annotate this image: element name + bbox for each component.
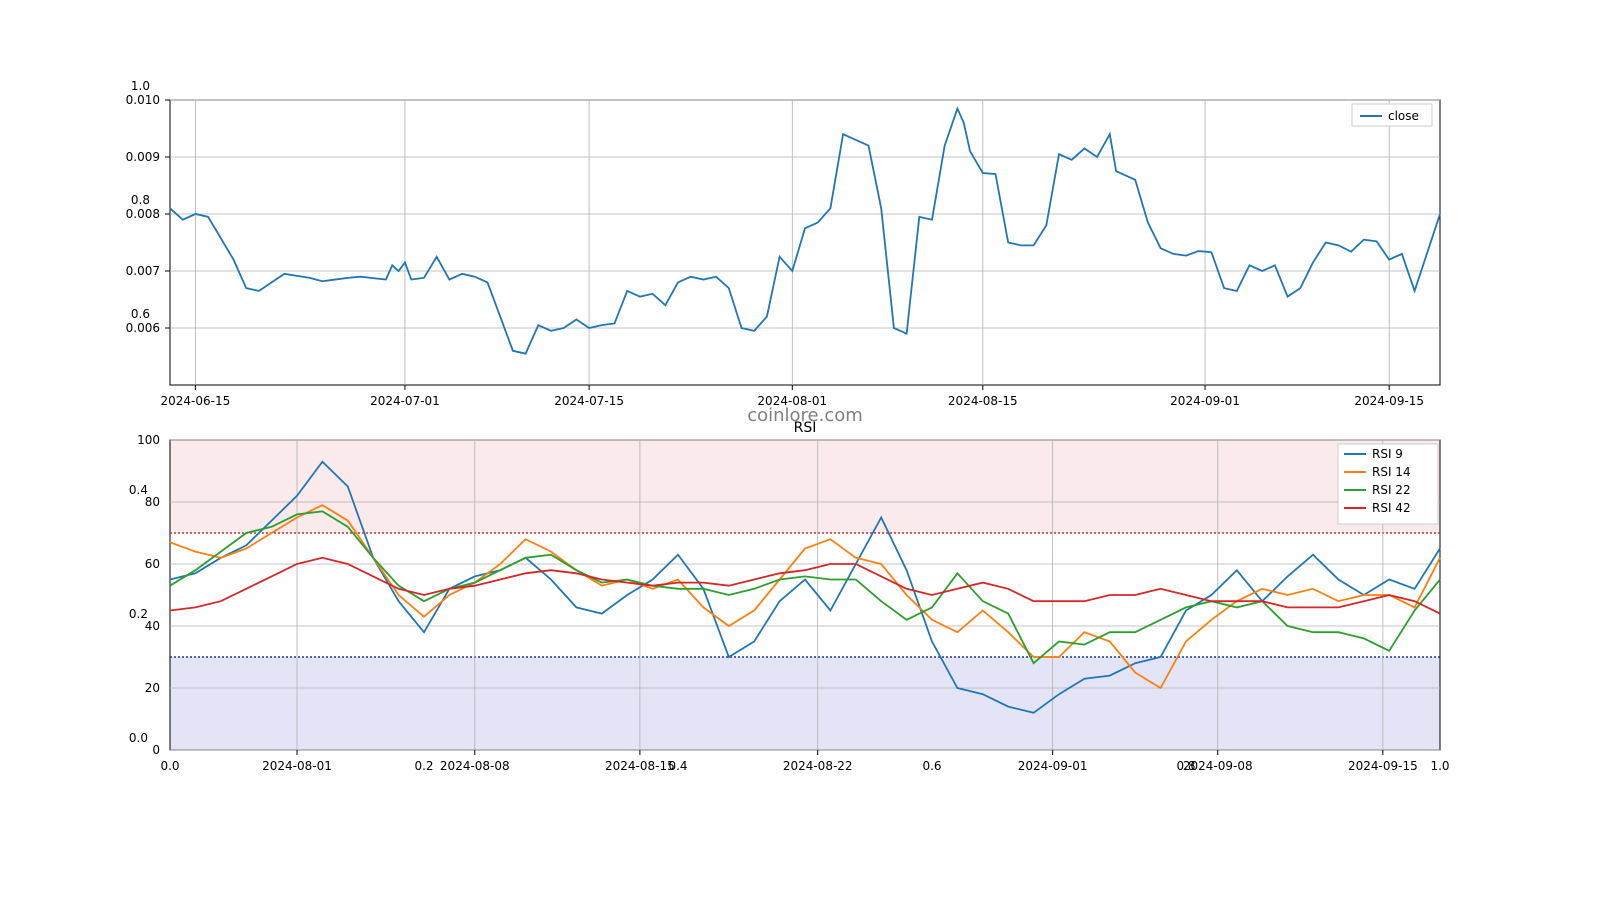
top-xtick-label: 2024-07-01	[370, 394, 440, 408]
chart-container: 0.0060.0070.0080.0090.0101.00.80.62024-0…	[0, 0, 1600, 900]
top-plot-frame	[170, 100, 1440, 385]
bottom-xtick-date-label: 2024-08-08	[440, 759, 510, 773]
bottom-title: RSI	[794, 420, 817, 436]
top-ytick-label-overlay: 0.6	[131, 307, 150, 321]
bottom-xtick-norm-label: 0.4	[668, 759, 687, 773]
overbought-band	[170, 440, 1440, 533]
top-ytick-label-overlay: 1.0	[131, 79, 150, 93]
bottom-xtick-date-label: 2024-09-01	[1018, 759, 1088, 773]
bottom-xtick-date-label: 2024-08-15	[605, 759, 675, 773]
bottom-legend-label: RSI 22	[1372, 483, 1411, 497]
bottom-ytick-label: 100	[137, 433, 160, 447]
bottom-ytick-label: 80	[145, 495, 160, 509]
top-ytick-label: 0.007	[126, 264, 160, 278]
bottom-ytick-label: 0	[152, 743, 160, 757]
top-legend-label: close	[1388, 109, 1419, 123]
top-ytick-label: 0.010	[126, 93, 160, 107]
bottom-xtick-date-label: 2024-08-01	[262, 759, 332, 773]
top-xtick-label: 2024-09-01	[1170, 394, 1240, 408]
oversold-band	[170, 657, 1440, 750]
bottom-legend-label: RSI 42	[1372, 501, 1411, 515]
bottom-ytick-label: 60	[145, 557, 160, 571]
bottom-xtick-norm-label: 0.2	[414, 759, 433, 773]
top-xtick-label: 2024-07-15	[554, 394, 624, 408]
top-ytick-label: 0.008	[126, 207, 160, 221]
bottom-ytick-label: 20	[145, 681, 160, 695]
close-line	[170, 109, 1440, 354]
bottom-ytick-label: 40	[145, 619, 160, 633]
bottom-xtick-norm-label: 0.8	[1176, 759, 1195, 773]
bottom-ytick-label-overlay: 0.2	[129, 607, 148, 621]
bottom-xtick-norm-label: 0.6	[922, 759, 941, 773]
bottom-legend-label: RSI 9	[1372, 447, 1403, 461]
top-xtick-label: 2024-09-15	[1354, 394, 1424, 408]
top-ytick-label: 0.006	[126, 321, 160, 335]
rsi-line-rsi-22	[170, 511, 1440, 663]
top-xtick-label: 2024-06-15	[161, 394, 231, 408]
bottom-xtick-norm-label: 1.0	[1430, 759, 1449, 773]
top-ytick-label: 0.009	[126, 150, 160, 164]
chart-svg: 0.0060.0070.0080.0090.0101.00.80.62024-0…	[0, 0, 1600, 900]
top-ytick-label-overlay: 0.8	[131, 193, 150, 207]
bottom-xtick-date-label: 2024-08-22	[783, 759, 853, 773]
bottom-ytick-label-overlay: 0.4	[129, 483, 148, 497]
bottom-legend-label: RSI 14	[1372, 465, 1411, 479]
bottom-xtick-date-label: 2024-09-15	[1348, 759, 1418, 773]
bottom-xtick-norm-label: 0.0	[160, 759, 179, 773]
bottom-ytick-label-overlay: 0.0	[129, 731, 148, 745]
top-xtick-label: 2024-08-15	[948, 394, 1018, 408]
